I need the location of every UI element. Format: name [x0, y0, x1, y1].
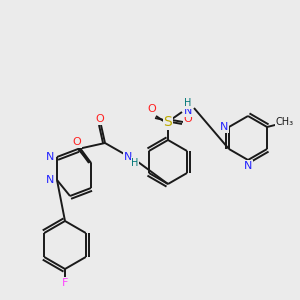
Text: N: N: [184, 106, 192, 116]
Text: H: H: [184, 98, 192, 108]
Text: N: N: [46, 152, 54, 162]
Text: O: O: [96, 114, 104, 124]
Text: O: O: [148, 104, 156, 114]
Text: O: O: [184, 114, 192, 124]
Text: O: O: [73, 137, 81, 147]
Text: N: N: [124, 152, 132, 162]
Text: N: N: [244, 161, 252, 171]
Text: H: H: [131, 158, 139, 168]
Text: CH₃: CH₃: [276, 117, 294, 127]
Text: F: F: [62, 278, 68, 288]
Text: S: S: [164, 115, 172, 129]
Text: N: N: [220, 122, 228, 132]
Text: N: N: [46, 175, 54, 185]
